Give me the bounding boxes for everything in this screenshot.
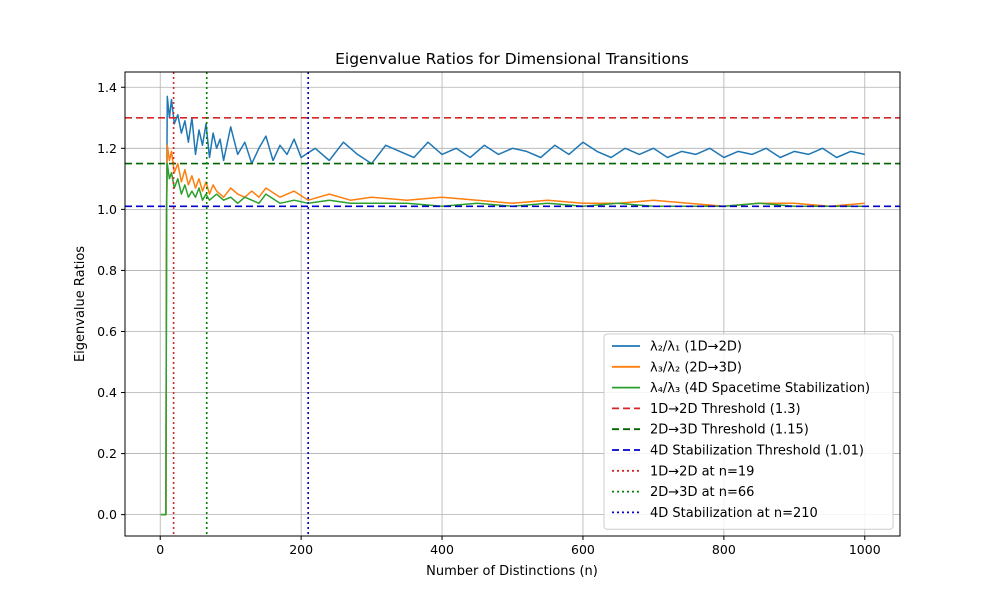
series-line [160,144,865,516]
legend-label: 2D→3D Threshold (1.15) [650,423,809,438]
series-line [160,95,865,516]
x-tick-label: 800 [712,542,736,557]
plot-area [125,72,900,536]
y-tick-label: 1.2 [97,141,117,156]
legend-label: λ₄/λ₃ (4D Spacetime Stabilization) [650,381,870,396]
y-tick-label: 0.0 [97,507,117,522]
x-tick-label: 1000 [849,542,881,557]
legend-label: 1D→2D at n=19 [650,464,754,479]
x-tick-label: 0 [156,542,164,557]
x-axis: 0 200 400 600 800 1000 [156,536,881,557]
y-tick-label: 0.2 [97,446,117,461]
y-tick-label: 0.8 [97,263,117,278]
legend-label: 4D Stabilization Threshold (1.01) [650,444,864,459]
y-axis: 0.0 0.2 0.4 0.6 0.8 1.0 1.2 1.4 [97,80,125,522]
y-axis-label: Eigenvalue Ratios [73,246,88,362]
y-tick-label: 0.4 [97,385,117,400]
y-tick-label: 1.4 [97,80,117,95]
legend-label: 4D Stabilization at n=210 [650,506,818,521]
legend-label: λ₂/λ₁ (1D→2D) [650,340,742,355]
axes-frame [124,71,901,537]
legend: λ₂/λ₁ (1D→2D) λ₃/λ₂ (2D→3D) λ₄/λ₃ (4D Spac… [603,333,894,530]
legend-label: λ₃/λ₂ (2D→3D) [650,360,742,375]
x-tick-label: 200 [289,542,313,557]
x-axis-label: Number of Distinctions (n) [426,564,598,579]
legend-box [603,333,894,530]
chart-title: Eigenvalue Ratios for Dimensional Transi… [335,50,689,68]
series-line [160,162,865,516]
x-tick-label: 400 [430,542,454,557]
x-tick-label: 600 [571,542,595,557]
legend-label: 1D→2D Threshold (1.3) [650,402,801,417]
y-tick-label: 1.0 [97,202,117,217]
y-tick-label: 0.6 [97,324,117,339]
legend-label: 2D→3D at n=66 [650,485,754,500]
